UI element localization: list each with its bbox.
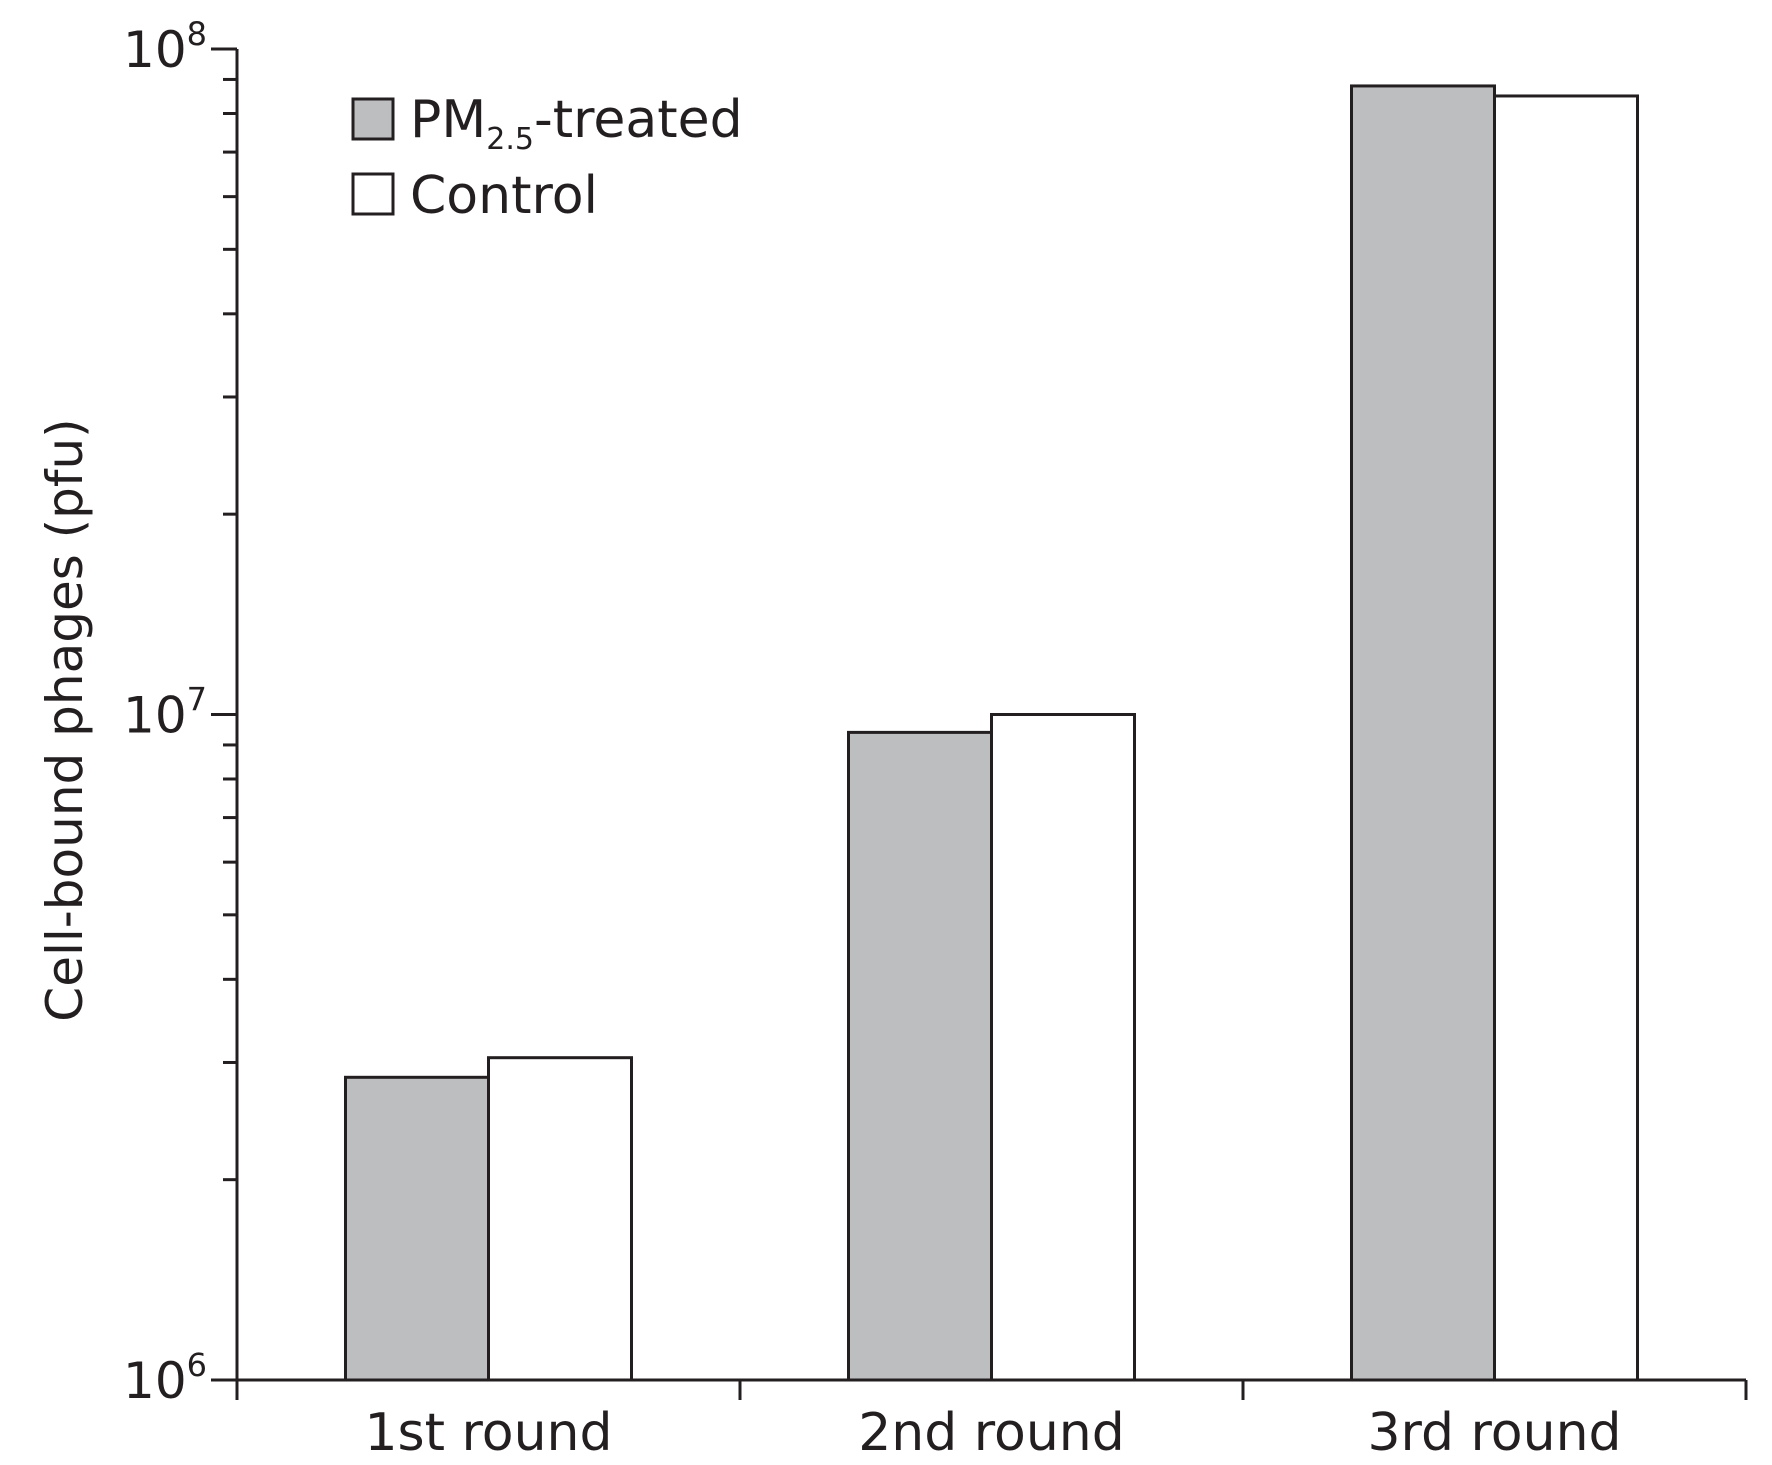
y-tick-base: 10 [123,21,187,79]
legend-item-pm25-treated: PM2.5-treated [351,90,743,157]
bar-control-1 [487,1056,633,1382]
y-tick-exponent: 6 [187,1346,207,1384]
y-tick-base: 10 [123,687,187,745]
legend-label-main: PM [410,90,486,150]
y-tick-exponent: 8 [187,15,207,53]
y-minor-ticks [223,77,237,1182]
bar-pm25-treated-2 [847,730,993,1382]
y-tick-base: 10 [123,1352,187,1410]
legend-label-subscript: 2.5 [486,122,534,157]
x-labels: 1st round 2nd round 3rd round [364,1403,1621,1463]
y-tick-label: 106 [123,1346,207,1410]
y-tick-label: 107 [123,681,207,745]
x-tick-label: 1st round [364,1403,612,1463]
y-tick-exponent: 7 [187,681,207,719]
legend-swatch-control [351,172,395,216]
bar-pm25-treated-1 [344,1075,490,1382]
x-ticks [235,1380,1748,1400]
bar-control-2 [990,713,1136,1382]
legend-item-control: Control [351,166,598,226]
legend-label-tail: -treated [534,90,743,150]
x-tick-label: 3rd round [1367,1403,1621,1463]
x-axis: 1st round 2nd round 3rd round [235,1378,1748,1463]
y-axis-label: Cell-bound phages (pfu) [36,418,94,1021]
y-tick-label: 108 [123,15,207,79]
legend: PM2.5-treated Control [351,90,743,226]
bar-control-3 [1493,94,1639,1382]
legend-swatch-pm25-treated [351,97,395,141]
x-tick-label: 2nd round [858,1403,1125,1463]
legend-label-pm25-treated: PM2.5-treated [410,90,743,157]
bars [344,84,1639,1382]
bar-pm25-treated-3 [1350,84,1496,1382]
legend-label-control: Control [410,166,598,226]
